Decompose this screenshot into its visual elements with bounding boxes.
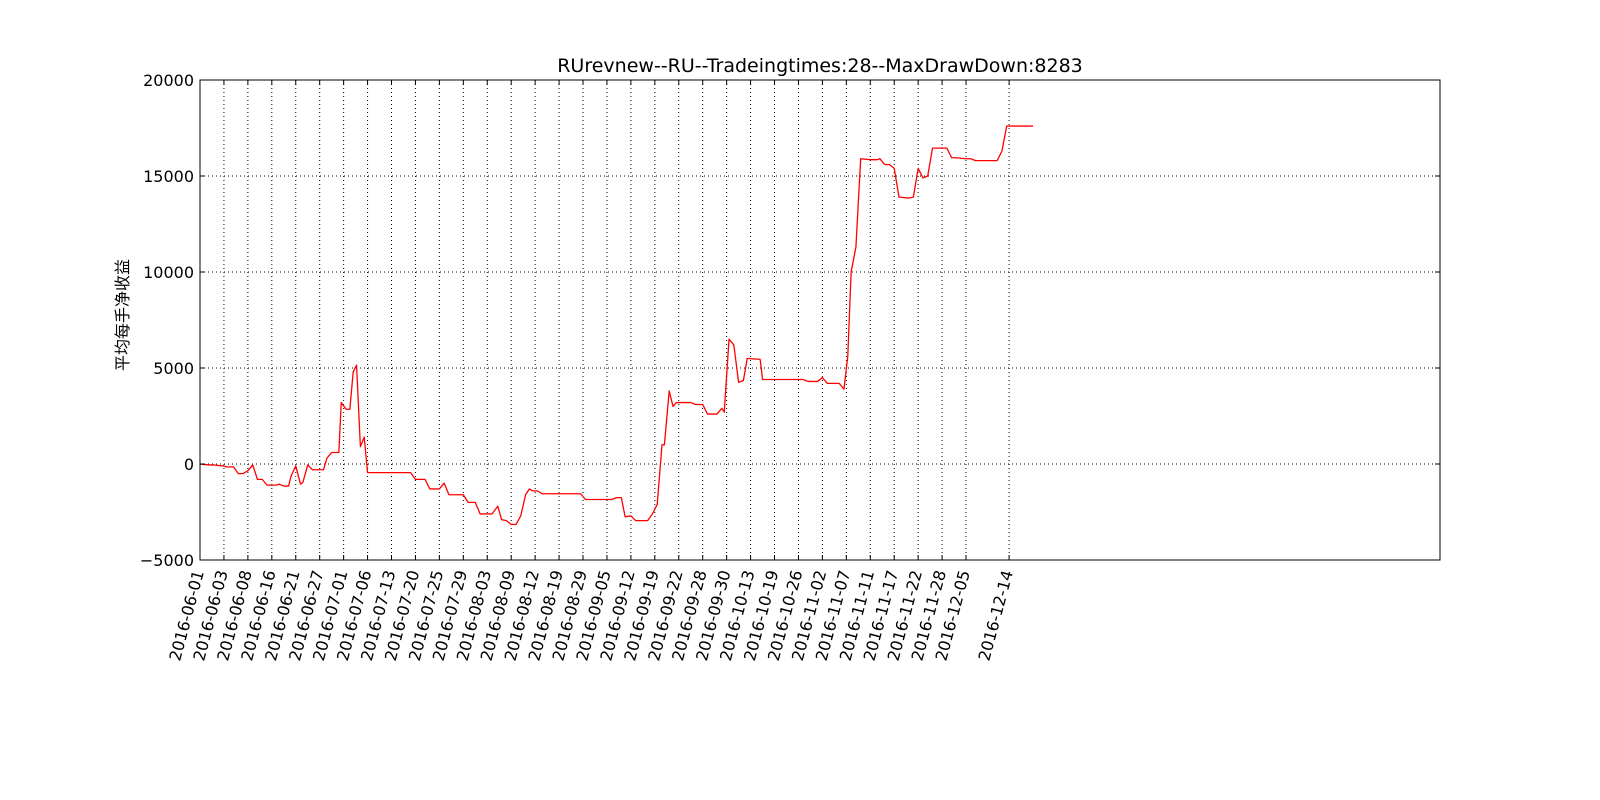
axis-ticks: −5000050001000015000200002016-06-012016-… xyxy=(140,71,1440,663)
y-tick-label: 5000 xyxy=(153,359,194,378)
series-layer xyxy=(199,125,1034,526)
plot-frame xyxy=(199,79,1441,561)
y-tick-label: −5000 xyxy=(140,551,194,570)
y-axis-label: 平均每手净收益 xyxy=(113,259,132,371)
y-tick-label: 0 xyxy=(184,455,194,474)
y-tick-label: 15000 xyxy=(143,167,194,186)
grid xyxy=(200,80,1440,560)
y-tick-label: 10000 xyxy=(143,263,194,282)
y-tick-label: 20000 xyxy=(143,71,194,90)
x-tick-label: 2016-12-14 xyxy=(975,568,1017,663)
series-line xyxy=(199,125,1034,526)
chart-title: RUrevnew--RU--Tradeingtimes:28--MaxDrawD… xyxy=(557,55,1083,77)
